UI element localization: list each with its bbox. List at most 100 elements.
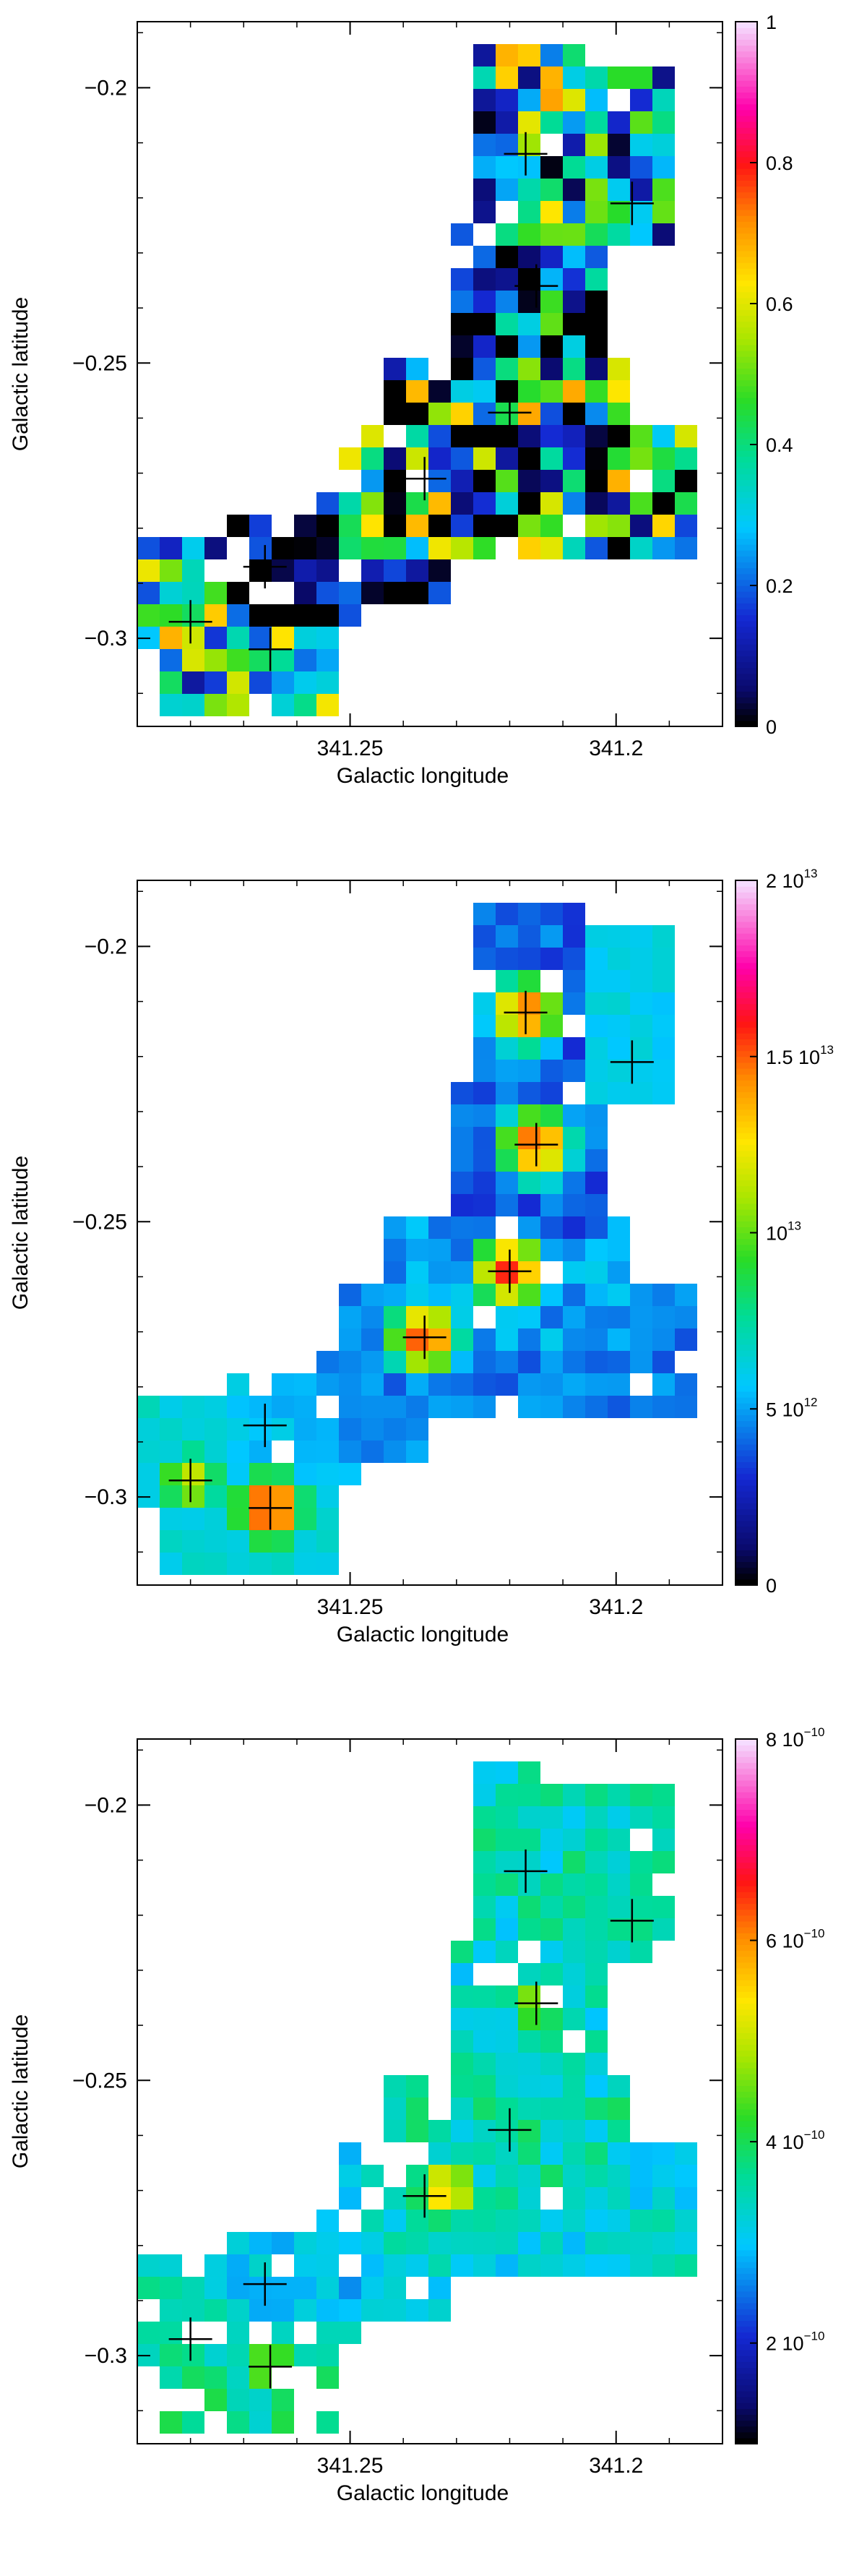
heatmap-cell xyxy=(608,1851,630,1873)
heatmap-cell xyxy=(496,1104,518,1127)
heatmap-cell xyxy=(608,2210,630,2232)
heatmap-cell xyxy=(361,492,384,515)
heatmap-cell xyxy=(496,44,518,66)
heatmap-cell xyxy=(496,925,518,948)
heatmap-cell xyxy=(451,2210,473,2232)
heatmap-cell xyxy=(361,1306,384,1328)
heatmap-cell xyxy=(518,1873,540,1896)
heatmap-cell xyxy=(204,1418,227,1441)
heatmap-cell xyxy=(540,425,563,447)
heatmap-cell xyxy=(652,447,675,470)
heatmap-cell xyxy=(406,1418,428,1441)
plot-frame xyxy=(137,1738,723,2444)
heatmap-cell xyxy=(608,1239,630,1261)
heatmap-cell xyxy=(496,2008,518,2030)
heatmap-cell xyxy=(294,1396,316,1418)
heatmap-cell xyxy=(496,1851,518,1873)
heatmap-cell xyxy=(473,2142,496,2165)
heatmap-cell xyxy=(182,537,204,559)
heatmap-cell xyxy=(204,1441,227,1463)
heatmap-cell xyxy=(182,671,204,694)
heatmap-cell xyxy=(384,492,406,515)
heatmap-cell xyxy=(540,1806,563,1829)
heatmap-cell xyxy=(630,2232,652,2254)
heatmap-cell xyxy=(563,1037,585,1060)
heatmap-cell xyxy=(518,1896,540,1918)
heatmap-cell xyxy=(630,425,652,447)
heatmap-cell xyxy=(451,1985,473,2008)
heatmap-cell xyxy=(652,2232,675,2254)
heatmap-cell xyxy=(585,313,608,335)
heatmap-cell xyxy=(384,1216,406,1239)
heatmap-cell xyxy=(496,992,518,1015)
heatmap-cell xyxy=(518,492,540,515)
heatmap-cell xyxy=(339,1396,361,1418)
heatmap-cell xyxy=(540,1873,563,1896)
heatmap-cell xyxy=(630,66,652,89)
heatmap-cell xyxy=(563,1284,585,1306)
heatmap-cell xyxy=(585,1082,608,1104)
heatmap-cell xyxy=(585,1851,608,1873)
heatmap-cell xyxy=(406,1441,428,1463)
heatmap-cell xyxy=(518,2030,540,2053)
heatmap-cell xyxy=(227,671,249,694)
heatmap-cell xyxy=(540,515,563,537)
heatmap-cell xyxy=(160,1530,182,1553)
heatmap-cell xyxy=(675,425,697,447)
heatmap-cell xyxy=(652,925,675,948)
heatmap-cell xyxy=(249,2232,272,2254)
heatmap-cell xyxy=(630,447,652,470)
heatmap-cell xyxy=(496,2165,518,2187)
heatmap-cell xyxy=(563,1060,585,1082)
x-tick-label: 341.25 xyxy=(317,1595,384,1619)
heatmap-cell xyxy=(451,2098,473,2120)
heatmap-cell xyxy=(585,1149,608,1172)
heatmap-cell xyxy=(182,2366,204,2389)
heatmap-cell xyxy=(585,1261,608,1284)
heatmap-cell xyxy=(249,1508,272,1530)
heatmap-cell xyxy=(540,1239,563,1261)
heatmap-cell xyxy=(227,1485,249,1508)
heatmap-cell xyxy=(316,1441,339,1463)
heatmap-cell xyxy=(272,1508,294,1530)
heatmap-cell xyxy=(563,1806,585,1829)
heatmap-cell xyxy=(652,470,675,492)
heatmap-cell xyxy=(227,1373,249,1396)
colorbar-tick-label: 5 1012 xyxy=(766,1395,817,1420)
heatmap-cell xyxy=(585,1918,608,1941)
heatmap-cell xyxy=(540,492,563,515)
heatmap-cell xyxy=(428,492,451,515)
heatmap-cell xyxy=(540,111,563,134)
heatmap-cell xyxy=(675,1306,697,1328)
heatmap-cell xyxy=(316,604,339,627)
heatmap-cell xyxy=(294,1508,316,1530)
heatmap-cell xyxy=(518,1851,540,1873)
heatmap-cell xyxy=(630,948,652,970)
heatmap-cell xyxy=(316,671,339,694)
heatmap-cell xyxy=(272,649,294,671)
x-tick-label: 341.2 xyxy=(589,1595,643,1619)
heatmap-cell xyxy=(630,492,652,515)
heatmap-cell xyxy=(361,1396,384,1418)
heatmap-cell xyxy=(608,1306,630,1328)
heatmap-cell xyxy=(473,201,496,223)
heatmap-cell xyxy=(540,89,563,111)
heatmap-cell xyxy=(496,1941,518,1963)
heatmap-cell xyxy=(160,1396,182,1418)
heatmap-cell xyxy=(428,2165,451,2187)
heatmap-cell xyxy=(160,1508,182,1530)
heatmap-cell xyxy=(630,1015,652,1037)
heatmap-cell xyxy=(496,425,518,447)
heatmap-cell xyxy=(563,1104,585,1127)
heatmap-cell xyxy=(294,627,316,649)
heatmap-cell xyxy=(272,2299,294,2322)
heatmap-cell xyxy=(496,515,518,537)
heatmap-cell xyxy=(563,2232,585,2254)
heatmap-cell xyxy=(249,2277,272,2299)
heatmap-cell xyxy=(182,2277,204,2299)
heatmap-cell xyxy=(473,403,496,425)
heatmap-cell xyxy=(272,627,294,649)
heatmap-cell xyxy=(451,291,473,313)
heatmap-cell xyxy=(518,1060,540,1082)
heatmap-cell xyxy=(384,1418,406,1441)
